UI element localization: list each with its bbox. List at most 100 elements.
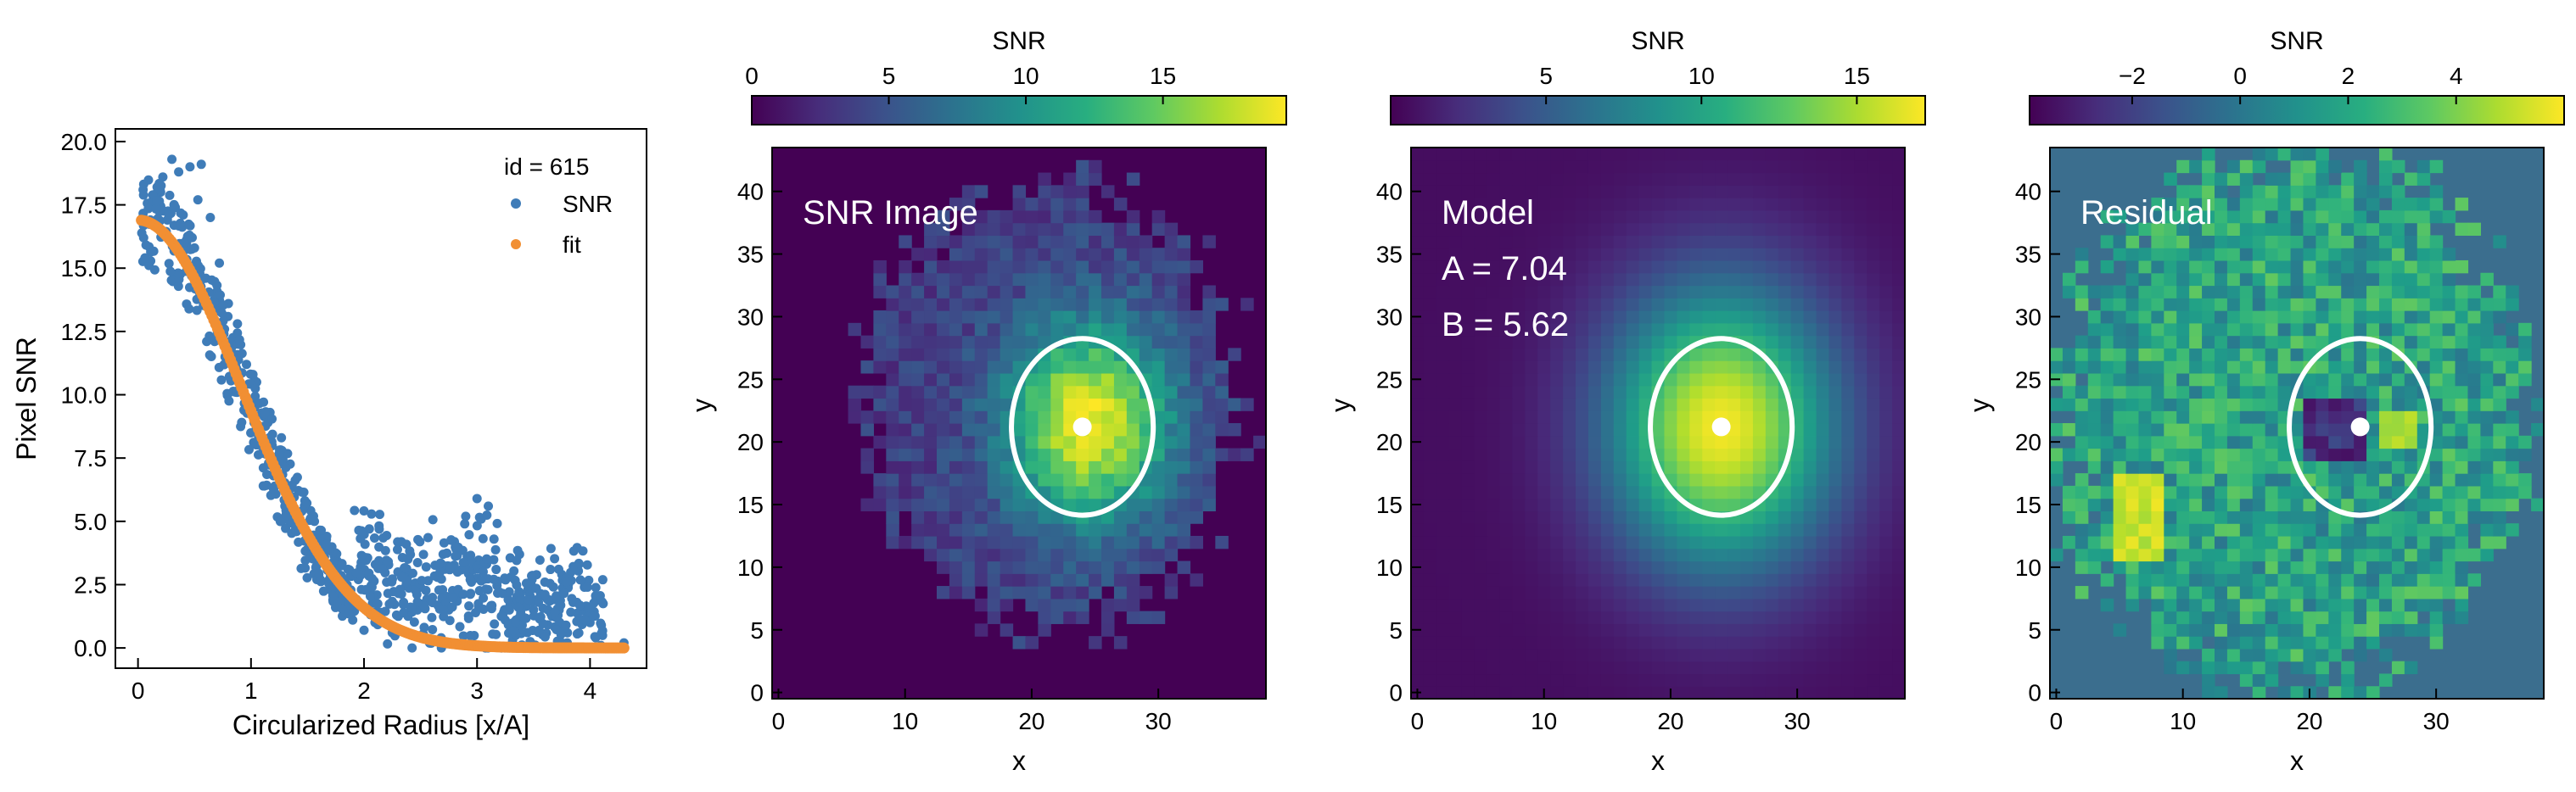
model-pixel	[1550, 148, 1564, 161]
residual-pixel	[2202, 248, 2215, 261]
model-pixel	[1816, 548, 1830, 562]
residual-pixel	[2176, 322, 2190, 337]
residual-pixel	[2455, 523, 2469, 537]
residual-pixel	[2176, 636, 2190, 650]
snr-point	[387, 577, 397, 587]
snr-image-pixel	[949, 248, 963, 261]
residual-pixel	[2391, 259, 2405, 274]
snr-image-pixel	[911, 498, 925, 512]
snr-image-pixel	[1012, 285, 1027, 298]
model-pixel	[1867, 235, 1880, 248]
model-colorbar: 5 10 15 SNR	[1390, 27, 1926, 125]
snr-image-pixel	[1076, 172, 1089, 186]
model-pixel	[1474, 548, 1488, 562]
residual-pixel	[2239, 335, 2254, 349]
model-pixel	[1461, 448, 1476, 461]
model-pixel	[1740, 410, 1754, 424]
model-pixel	[1752, 372, 1767, 387]
model-pixel	[1677, 148, 1690, 161]
model-pixel	[1790, 586, 1805, 600]
model-pixel	[1423, 573, 1437, 587]
residual-pixel	[2113, 372, 2127, 387]
snr-point	[472, 521, 482, 531]
residual-pixel	[2265, 510, 2279, 524]
snr-image-pixel	[911, 348, 925, 361]
residual-pixel	[2265, 385, 2279, 399]
residual-pixel	[2189, 310, 2203, 324]
residual-pixel	[2316, 548, 2329, 562]
snr-image-pixel	[961, 310, 976, 324]
residual-pixel	[2164, 298, 2177, 311]
residual-pixel	[2341, 586, 2355, 600]
snr-point	[216, 375, 227, 385]
model-pixel	[1423, 473, 1437, 487]
snr-image-pixel	[974, 410, 988, 424]
model-pixel	[1474, 661, 1488, 675]
residual-pixel	[2341, 485, 2355, 499]
residual-pixel	[2277, 298, 2292, 311]
residual-pixel	[2215, 348, 2228, 361]
model-pixel	[1499, 272, 1513, 287]
residual-pixel	[2429, 548, 2444, 562]
model-pixel	[1892, 410, 1905, 424]
model-pixel	[1715, 561, 1728, 574]
model-pixel	[1752, 148, 1767, 161]
residual-pixel	[2100, 510, 2114, 524]
snr-image-pixel	[1038, 435, 1051, 449]
model-pixel	[1702, 498, 1716, 512]
residual-pixel	[2138, 348, 2152, 361]
residual-pixel	[2366, 360, 2380, 374]
model-pixel	[1790, 498, 1805, 512]
residual-pixel	[2480, 298, 2494, 311]
model-pixel	[1613, 410, 1627, 424]
model-pixel	[1702, 348, 1716, 361]
model-pixel	[1677, 611, 1690, 624]
model-pixel	[1423, 285, 1437, 298]
snr-point	[397, 552, 407, 562]
model-pixel	[1677, 222, 1690, 237]
residual-pixel	[2151, 535, 2164, 549]
residual-pixel	[2354, 360, 2367, 374]
snr-image-pixel	[924, 372, 938, 387]
model-pixel	[1689, 198, 1703, 211]
model-pixel	[1879, 573, 1893, 587]
model-pixel	[1550, 661, 1564, 675]
model-pixel	[1436, 198, 1450, 211]
residual-pixel	[2354, 398, 2367, 411]
snr-image-pixel	[1012, 510, 1027, 524]
snr-point	[521, 578, 531, 588]
residual-pixel	[2113, 285, 2127, 298]
residual-pixel	[2226, 398, 2241, 411]
snr-image-pixel	[1202, 335, 1216, 349]
model-pixel	[1487, 535, 1501, 549]
residual-pixel	[2138, 460, 2152, 474]
model-pixel	[1512, 185, 1526, 198]
snr-image-pixel	[1063, 473, 1077, 487]
model-pixel	[1537, 611, 1551, 624]
model-pixel	[1487, 561, 1501, 574]
snr-image-pixel	[1177, 310, 1191, 324]
snr-point	[250, 391, 260, 401]
fit-curve	[136, 215, 630, 654]
residual-pixel	[2138, 573, 2152, 587]
snr-point	[486, 600, 496, 611]
model-pixel	[1638, 322, 1653, 337]
residual-pixel	[2265, 548, 2279, 562]
residual-pixel	[2226, 423, 2241, 437]
model-colorbar-gradient	[1390, 95, 1926, 125]
model-pixel	[1651, 523, 1666, 537]
model-pixel	[1816, 435, 1830, 449]
model-pixel	[1752, 623, 1767, 637]
model-pixel	[1740, 272, 1754, 287]
snr-image-pixel	[974, 348, 988, 361]
snr-image-pixel	[1038, 561, 1051, 574]
residual-pixel	[2366, 460, 2380, 474]
model-pixel	[1778, 222, 1792, 237]
snr-image-pixel	[1177, 335, 1191, 349]
snr-image-pixel	[937, 209, 950, 224]
model-pixel	[1854, 611, 1868, 624]
residual-pixel	[2354, 611, 2367, 624]
residual-pixel	[2467, 573, 2481, 587]
model-pixel	[1664, 248, 1677, 261]
model-pixel	[1752, 636, 1767, 650]
